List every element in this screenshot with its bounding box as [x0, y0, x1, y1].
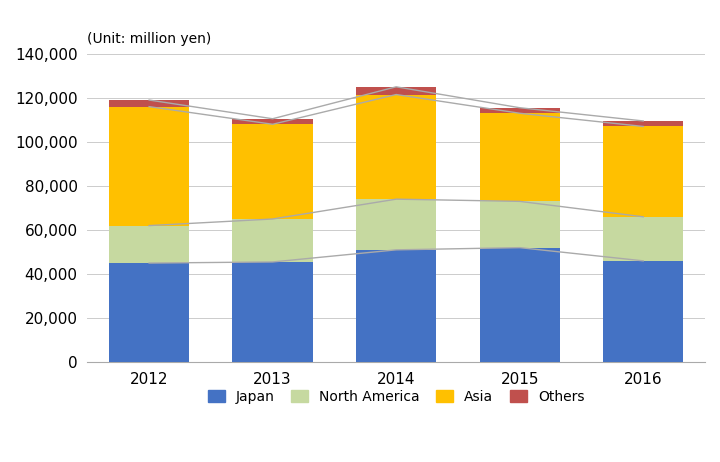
Bar — [233, 219, 312, 262]
Bar — [603, 217, 683, 261]
Bar — [480, 113, 560, 201]
Bar — [233, 124, 312, 219]
Bar — [233, 119, 312, 124]
Bar — [356, 250, 436, 362]
Bar — [109, 263, 189, 362]
Text: (Unit: million yen): (Unit: million yen) — [87, 32, 212, 46]
Bar — [109, 100, 189, 107]
Legend: Japan, North America, Asia, Others: Japan, North America, Asia, Others — [201, 383, 591, 411]
Bar — [356, 95, 436, 199]
Bar — [603, 261, 683, 362]
Bar — [356, 87, 436, 95]
Bar — [480, 108, 560, 113]
Bar — [233, 262, 312, 362]
Bar — [603, 121, 683, 127]
Bar — [603, 127, 683, 217]
Bar — [356, 199, 436, 250]
Bar — [109, 225, 189, 263]
Bar — [480, 248, 560, 362]
Bar — [480, 201, 560, 248]
Bar — [109, 107, 189, 225]
